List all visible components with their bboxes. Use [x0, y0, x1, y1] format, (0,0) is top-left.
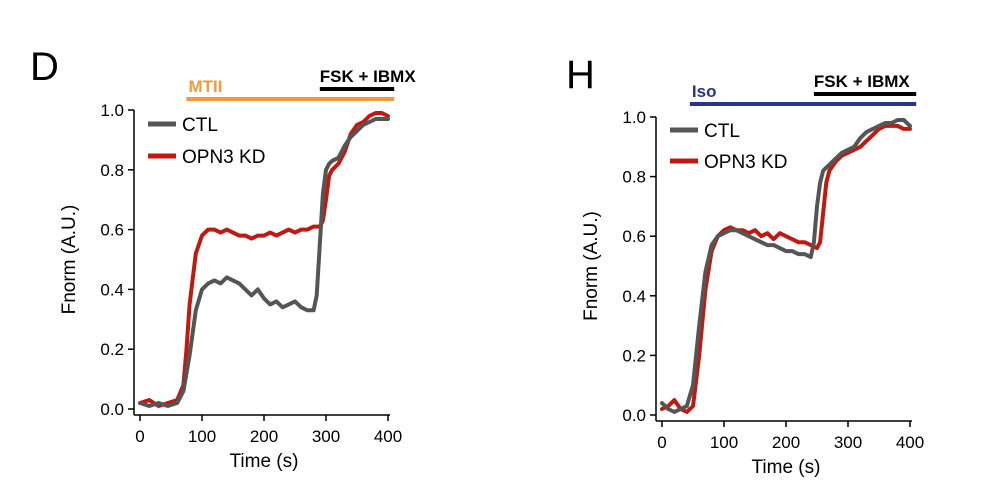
y-tick-label: 0.8 — [622, 168, 646, 187]
chart-panel-h: H Iso FSK + IBMX 0.0 0.2 0.4 0.6 0.8 1.0 0 100 200 3… — [566, 53, 924, 478]
y-axis-label: Fnorm (A.U.) — [581, 211, 602, 321]
treatment-label: FSK + IBMX — [320, 67, 417, 86]
y-tick-label: 0.2 — [100, 340, 124, 359]
series-line-opn3-kd — [138, 111, 390, 408]
treatment-label: MTII — [189, 77, 223, 96]
x-tick-label: 300 — [312, 427, 340, 446]
y-tick-label: 1.0 — [622, 108, 646, 127]
x-tick-label: 100 — [188, 427, 216, 446]
y-tick-label: 0.0 — [100, 400, 124, 419]
legend-label: OPN3 KD — [704, 152, 787, 173]
x-tick-label: 0 — [657, 433, 666, 452]
y-tick-label: 1.0 — [100, 101, 124, 120]
x-tick-label: 300 — [834, 433, 862, 452]
legend-label: CTL — [182, 115, 218, 136]
legend-label: CTL — [704, 121, 740, 142]
x-tick-label: 200 — [772, 433, 800, 452]
x-axis-label: Time (s) — [230, 451, 299, 472]
legend-label: OPN3 KD — [182, 147, 265, 168]
x-tick-label: 400 — [374, 427, 402, 446]
series-line-opn3-kd — [660, 123, 912, 414]
chart-panel-d: D MTII FSK + IBMX 0.0 0.2 0.4 0.6 0.8 1.0 0 100 200… — [30, 45, 416, 472]
x-tick-label: 100 — [710, 433, 738, 452]
y-tick-label: 0.2 — [622, 346, 646, 365]
x-tick-label: 200 — [250, 427, 278, 446]
y-tick-label: 0.0 — [622, 406, 646, 425]
y-tick-label: 0.6 — [100, 221, 124, 240]
series-line-ctl — [138, 117, 390, 408]
series-line-ctl — [660, 118, 912, 414]
treatment-label: FSK + IBMX — [814, 72, 911, 91]
panel-letter: D — [30, 45, 59, 89]
y-tick-label: 0.6 — [622, 227, 646, 246]
y-tick-label: 0.4 — [622, 287, 646, 306]
x-axis-label: Time (s) — [752, 457, 821, 478]
y-tick-label: 0.8 — [100, 161, 124, 180]
x-tick-label: 400 — [896, 433, 924, 452]
x-tick-label: 0 — [135, 427, 144, 446]
panel-letter: H — [566, 53, 595, 97]
y-axis-label: Fnorm (A.U.) — [59, 205, 80, 315]
y-tick-label: 0.4 — [100, 280, 124, 299]
treatment-label: Iso — [692, 82, 717, 101]
